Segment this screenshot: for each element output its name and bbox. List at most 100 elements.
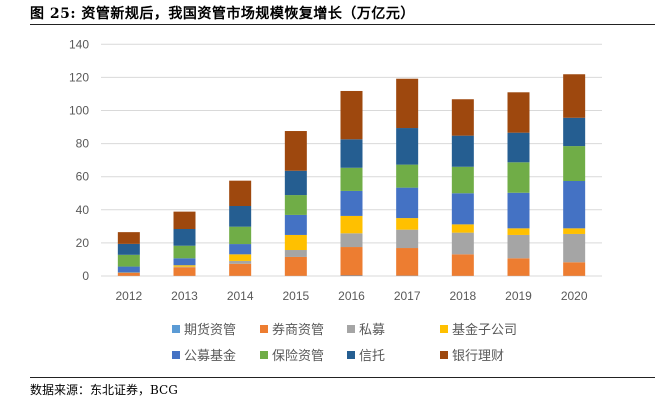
bar-segment-2016-5 — [340, 167, 363, 191]
legend-swatch — [440, 350, 448, 359]
bar-segment-2014-5 — [229, 226, 252, 245]
bar-stack-2019 — [507, 92, 530, 276]
bar-stack-2016 — [340, 90, 363, 276]
bar-segment-2012-5 — [117, 254, 140, 267]
y-axis-ticks: 0 20 40 60 80 100 120 140 — [69, 37, 89, 283]
y-tick-label: 40 — [76, 203, 90, 217]
legend-item: 保险资管 — [260, 345, 324, 364]
legend-label: 公募基金 — [184, 349, 237, 364]
x-tick-label: 2018 — [449, 289, 476, 303]
x-tick-label: 2020 — [561, 289, 588, 303]
bar-segment-2015-3 — [284, 234, 307, 251]
x-tick-label: 2012 — [115, 289, 142, 303]
y-tick-label: 100 — [69, 104, 89, 118]
legend-swatch — [347, 324, 355, 333]
figure-title: 图 25: 资管新规后，我国资管市场规模恢复增长（万亿元） — [30, 6, 415, 22]
x-tick-label: 2015 — [282, 289, 309, 303]
bar-segment-2015-4 — [284, 214, 307, 235]
bar-segment-2017-1 — [396, 248, 419, 276]
legend-label: 银行理财 — [452, 349, 505, 364]
bar-segment-2020-2 — [563, 233, 586, 263]
legend-label: 基金子公司 — [452, 323, 518, 338]
bar-segment-2018-4 — [451, 193, 474, 225]
bar-segment-2015-1 — [284, 256, 307, 276]
bar-segment-2015-5 — [284, 195, 307, 215]
bar-segment-2018-1 — [451, 254, 474, 276]
bar-segment-2017-5 — [396, 164, 419, 188]
legend-item: 银行理财 — [440, 345, 504, 364]
legend-label: 信托 — [359, 349, 386, 364]
bar-segment-2020-6 — [563, 117, 586, 147]
legend-item: 公募基金 — [172, 345, 236, 364]
bar-segment-2018-7 — [451, 99, 474, 136]
legend-label: 券商资管 — [272, 323, 325, 338]
x-tick-label: 2014 — [227, 289, 254, 303]
bar-segment-2016-6 — [340, 139, 363, 168]
bar-segment-2019-1 — [507, 258, 530, 276]
bar-segment-2018-3 — [451, 224, 474, 233]
legend-label: 私募 — [359, 323, 386, 338]
y-tick-label: 140 — [69, 37, 89, 51]
bar-segment-2019-7 — [507, 92, 530, 133]
bar-segment-2012-6 — [117, 243, 140, 255]
bar-stack-2012 — [117, 232, 140, 276]
legend-label: 期货资管 — [184, 323, 237, 338]
bar-segment-2015-6 — [284, 170, 307, 196]
bar-segment-2020-1 — [563, 262, 586, 276]
bar-segment-2017-6 — [396, 128, 419, 165]
bar-stack-2018 — [451, 99, 474, 276]
bar-segment-2012-4 — [117, 266, 140, 273]
bar-segment-2016-1 — [340, 247, 363, 276]
bar-segment-2018-2 — [451, 232, 474, 255]
bar-segment-2020-5 — [563, 146, 586, 182]
source-note: 数据来源：东北证券，BCG — [30, 383, 178, 397]
bar-segment-2017-3 — [396, 218, 419, 230]
bars — [117, 74, 586, 276]
y-tick-label: 120 — [69, 70, 89, 84]
legend-swatch — [347, 350, 355, 359]
legend-swatch — [440, 324, 448, 333]
legend-item: 券商资管 — [260, 319, 324, 338]
x-tick-label: 2017 — [394, 289, 421, 303]
bar-segment-2012-1 — [117, 272, 140, 276]
bar-segment-2015-2 — [284, 250, 307, 257]
bar-segment-2014-7 — [229, 180, 252, 206]
bar-segment-2013-1 — [173, 267, 196, 276]
bar-segment-2017-7 — [396, 78, 419, 129]
bar-segment-2018-6 — [451, 135, 474, 167]
title-rule — [30, 24, 655, 25]
legend-item: 信托 — [347, 345, 385, 364]
bar-segment-2019-3 — [507, 228, 530, 235]
bar-segment-2019-6 — [507, 132, 530, 163]
bar-segment-2020-3 — [563, 228, 586, 234]
bar-segment-2014-1 — [229, 263, 252, 276]
bar-segment-2016-4 — [340, 190, 363, 216]
bar-segment-2013-3 — [173, 265, 196, 267]
bar-segment-2017-2 — [396, 229, 419, 249]
bar-segment-2013-6 — [173, 228, 196, 246]
bar-segment-2019-5 — [507, 162, 530, 193]
bar-segment-2012-7 — [117, 232, 140, 244]
bar-segment-2020-4 — [563, 181, 586, 229]
bar-segment-2013-5 — [173, 245, 196, 259]
bar-stack-2013 — [173, 211, 196, 276]
bar-segment-2014-3 — [229, 254, 252, 261]
bar-segment-2016-7 — [340, 90, 363, 140]
bar-segment-2013-7 — [173, 211, 196, 229]
bar-segment-2016-3 — [340, 215, 363, 234]
y-tick-label: 80 — [76, 137, 90, 151]
y-tick-label: 60 — [76, 170, 90, 184]
x-tick-label: 2013 — [171, 289, 198, 303]
legend-item: 私募 — [347, 319, 385, 338]
x-tick-label: 2016 — [338, 289, 365, 303]
bar-stack-2015 — [284, 131, 307, 276]
bar-segment-2016-2 — [340, 233, 363, 248]
legend-swatch — [260, 350, 268, 359]
bar-stack-2017 — [396, 78, 419, 276]
legend-swatch — [260, 324, 268, 333]
bar-segment-2014-4 — [229, 244, 252, 255]
y-tick-label: 0 — [82, 269, 89, 283]
y-tick-label: 20 — [76, 236, 90, 250]
